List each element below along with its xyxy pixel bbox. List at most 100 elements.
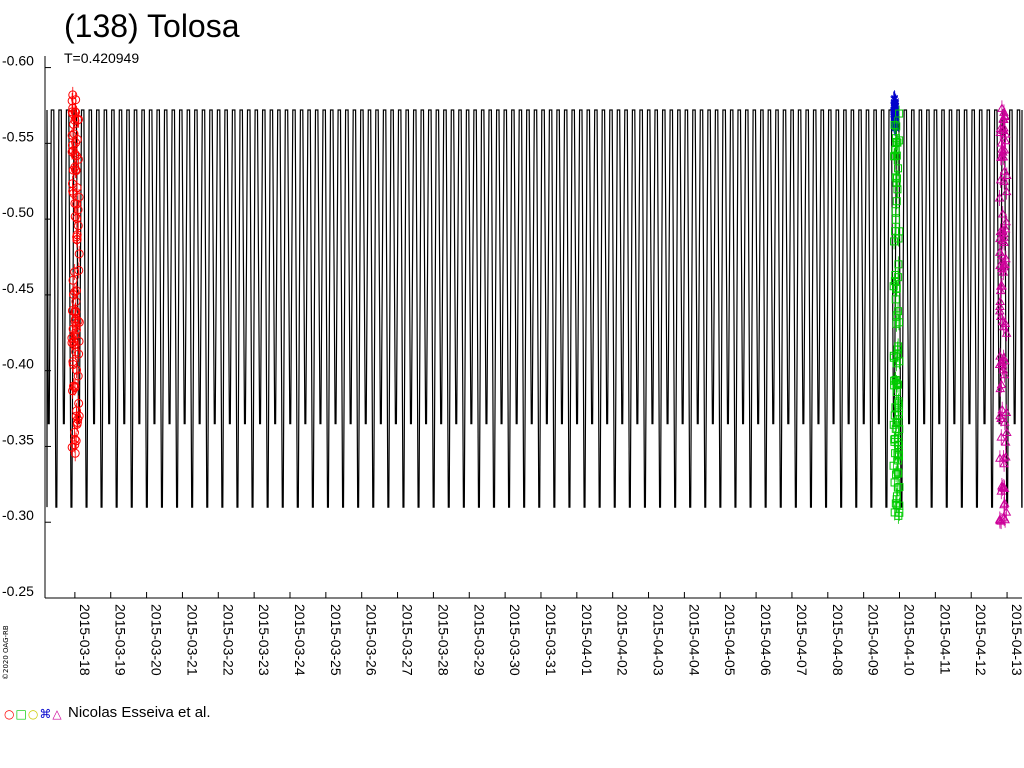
data-point	[72, 213, 82, 223]
data-point	[891, 375, 900, 384]
data-point	[68, 146, 78, 156]
legend-symbol-2: ○	[27, 707, 39, 721]
data-point	[891, 215, 900, 224]
data-point	[68, 275, 78, 285]
data-point	[1000, 452, 1011, 461]
data-point	[890, 120, 899, 129]
data-point	[995, 260, 1005, 270]
data-point	[892, 137, 901, 146]
y-tick-label: -0.60	[2, 53, 34, 69]
data-point	[999, 499, 1009, 509]
data-point	[892, 500, 901, 509]
data-point	[994, 192, 1005, 202]
data-point	[997, 250, 1007, 260]
data-point	[999, 417, 1010, 426]
y-tick-label: -0.25	[2, 583, 34, 599]
data-point	[72, 418, 82, 428]
data-point	[1001, 216, 1011, 226]
data-point	[895, 425, 904, 434]
data-point	[997, 316, 1008, 326]
x-tick-label: 2015-04-05	[722, 604, 738, 676]
x-tick-label: 2015-04-03	[651, 604, 667, 676]
data-point	[892, 122, 901, 131]
data-point	[996, 138, 1007, 147]
series-cross	[890, 90, 900, 137]
x-tick-label: 2015-03-31	[543, 604, 559, 676]
data-point	[893, 399, 902, 408]
data-point	[67, 442, 77, 452]
model-curve-line	[46, 109, 1023, 508]
model-curve	[46, 109, 1023, 508]
x-tick-label: 2015-04-07	[794, 604, 810, 676]
data-point	[893, 185, 902, 194]
x-tick-label: 2015-03-20	[149, 604, 165, 676]
data-point	[895, 357, 904, 366]
data-point	[891, 94, 898, 102]
x-tick-label: 2015-03-23	[256, 604, 272, 676]
data-point	[890, 478, 899, 487]
data-point	[68, 357, 78, 367]
data-point	[996, 413, 1006, 422]
data-point	[1001, 407, 1012, 416]
data-point	[892, 379, 901, 388]
y-tick-label: -0.45	[2, 280, 34, 296]
data-point	[893, 468, 902, 477]
data-point	[73, 316, 83, 326]
x-tick-label: 2015-04-09	[866, 604, 882, 676]
data-point	[998, 321, 1009, 331]
data-point	[894, 307, 903, 316]
data-point	[1000, 135, 1011, 145]
series-circle	[67, 86, 84, 462]
data-point	[895, 136, 904, 145]
data-point	[996, 486, 1007, 495]
data-point	[70, 330, 80, 340]
data-point	[1000, 437, 1011, 446]
x-tick-label: 2015-03-21	[184, 604, 200, 676]
data-point	[71, 166, 81, 176]
data-point	[67, 333, 77, 343]
data-point	[74, 249, 84, 259]
data-point	[894, 408, 903, 417]
data-point	[1001, 328, 1012, 337]
period-label: T=0.420949	[64, 50, 140, 66]
data-point	[74, 265, 84, 275]
x-tick-label: 2015-03-28	[435, 604, 451, 676]
data-point	[74, 349, 84, 359]
legend-symbol-3: ⌘	[39, 707, 52, 721]
data-point	[994, 233, 1005, 243]
data-point	[71, 347, 81, 357]
data-point	[68, 165, 78, 175]
data-point	[997, 209, 1008, 218]
data-point	[893, 450, 902, 459]
tick-labels: -0.60 -0.55 -0.50 -0.45 -0.40 -0.35 -0.30 -0.25…	[2, 53, 1024, 676]
data-point	[996, 432, 1007, 441]
data-point	[890, 237, 899, 246]
data-point	[999, 483, 1010, 492]
data-point	[891, 499, 900, 508]
y-tick-label: -0.35	[2, 431, 34, 447]
data-point	[995, 281, 1006, 290]
data-point	[995, 383, 1006, 393]
data-point	[895, 227, 904, 236]
data-point	[890, 437, 899, 446]
x-tick-label: 2015-03-22	[220, 604, 236, 676]
credit-text: Nicolas Esseiva et al.	[68, 704, 211, 721]
data-point	[895, 109, 904, 118]
data-point	[999, 369, 1010, 379]
data-point	[72, 183, 82, 193]
data-point	[995, 515, 1005, 525]
data-point	[894, 273, 903, 282]
data-point	[68, 90, 78, 100]
legend-symbol-4: △	[52, 707, 62, 721]
data-point	[71, 325, 81, 335]
data-point	[892, 178, 901, 187]
data-point	[998, 151, 1009, 161]
chart-title: (138) Tolosa	[64, 8, 240, 44]
data-point	[73, 221, 83, 231]
data-point	[889, 461, 898, 470]
x-tick-label: 2015-04-01	[579, 604, 595, 676]
y-tick-label: -0.40	[2, 356, 34, 372]
data-point	[999, 355, 1010, 365]
y-tick-label: -0.55	[2, 128, 34, 144]
data-point	[889, 420, 898, 429]
